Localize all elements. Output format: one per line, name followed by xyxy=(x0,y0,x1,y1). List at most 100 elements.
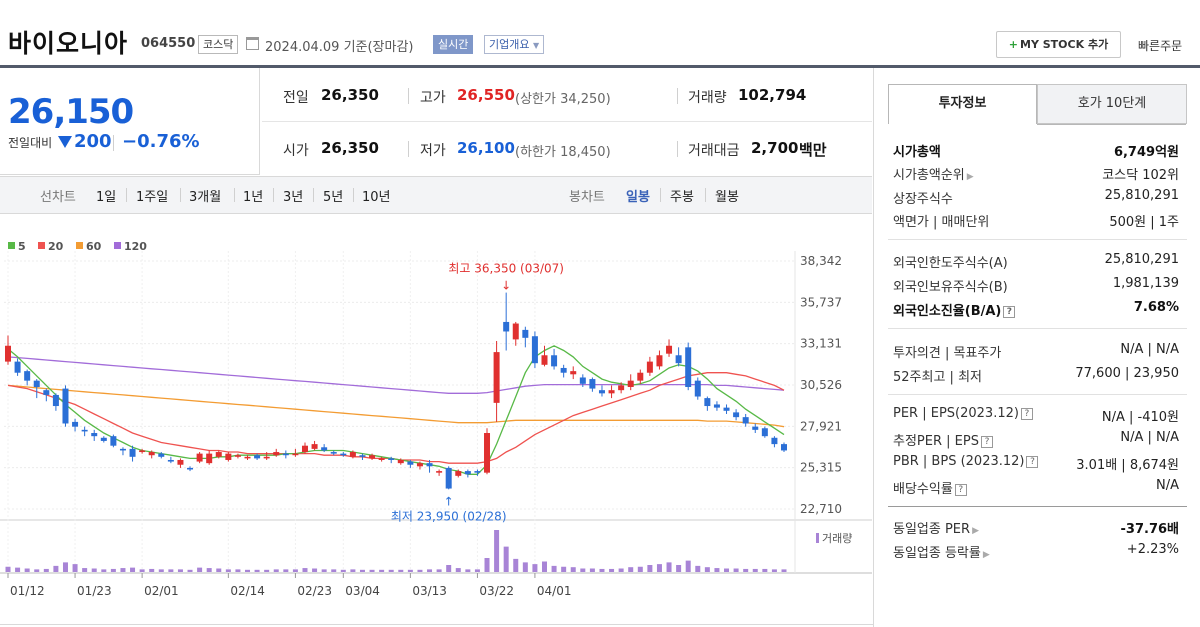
row-label-par: 액면가 | 매매단위 xyxy=(893,215,990,230)
volume-bar xyxy=(446,565,452,572)
ma-line-5 xyxy=(7,345,785,475)
row-sector-change[interactable]: 동일업종 등락률 ▶ xyxy=(893,542,990,561)
candle xyxy=(282,453,289,456)
volume-bar xyxy=(331,569,337,572)
row-label-opinion: 투자의견 | 목표주가 xyxy=(893,346,1002,361)
candle xyxy=(139,450,146,453)
volume-bar xyxy=(388,569,394,572)
volume-bar xyxy=(647,565,653,572)
volume-bar xyxy=(168,569,174,572)
help-icon[interactable]: ? xyxy=(1020,408,1033,420)
help-icon[interactable]: ? xyxy=(954,484,967,496)
tab-candle-weekly[interactable]: 주봉 xyxy=(670,190,694,205)
candle xyxy=(196,453,203,462)
volume-bar xyxy=(407,569,413,572)
volume-bar xyxy=(235,569,241,572)
chart-grid xyxy=(0,251,872,578)
candle xyxy=(512,323,519,340)
help-icon[interactable]: ? xyxy=(1003,306,1016,318)
tab-period-10y[interactable]: 10년 xyxy=(362,190,391,205)
corp-info-dropdown[interactable]: 기업개요 ▼ xyxy=(484,35,545,54)
candle xyxy=(742,417,749,424)
volume-bar xyxy=(91,568,97,572)
volume-bar xyxy=(283,569,289,572)
tab-candle-monthly[interactable]: 월봉 xyxy=(715,190,739,205)
volume-bar xyxy=(570,567,576,572)
help-icon[interactable]: ? xyxy=(1026,456,1039,468)
candle xyxy=(608,390,615,394)
volume-bar xyxy=(522,562,528,572)
y-tick-label: 38,342 xyxy=(800,254,842,268)
row-value-par: 500원 | 1주 xyxy=(1109,215,1179,230)
row-sector-per[interactable]: 동일업종 PER ▶ xyxy=(893,518,979,537)
quick-order-button[interactable]: 빠른주문 xyxy=(1138,37,1182,54)
caret-down-icon: ▼ xyxy=(532,41,540,50)
volume-bar xyxy=(465,569,471,572)
tab-period-1y[interactable]: 1년 xyxy=(243,190,264,205)
volume-bar xyxy=(120,568,126,572)
change-percent: −0.76% xyxy=(122,131,200,152)
tab-invest-info[interactable]: 투자정보 xyxy=(888,84,1037,124)
legend-label: 60 xyxy=(86,240,102,253)
candle xyxy=(119,448,126,451)
volume-bar xyxy=(781,569,787,572)
candle xyxy=(359,455,366,457)
mystock-label: MY STOCK 추가 xyxy=(1020,38,1109,51)
candle xyxy=(484,433,491,473)
help-icon[interactable]: ? xyxy=(980,436,993,448)
candle xyxy=(694,380,701,397)
volume-bar xyxy=(685,560,691,572)
volume-bar xyxy=(273,569,279,572)
arrow-right-icon: ▶ xyxy=(982,550,990,560)
volume-bar xyxy=(245,569,251,572)
candle xyxy=(263,456,270,459)
ma-line-60 xyxy=(7,384,785,428)
low-label: 저가 xyxy=(420,143,446,159)
row-value-shares: 25,810,291 xyxy=(1104,188,1179,203)
volume-bar xyxy=(551,565,557,572)
row-est-per: 추정PER | EPS? xyxy=(893,430,993,449)
x-tick-label: 01/12 xyxy=(10,584,45,598)
divider xyxy=(353,188,354,202)
volume-bar xyxy=(312,568,318,572)
candle xyxy=(43,390,50,395)
volume-bar xyxy=(340,569,346,572)
tab-period-3y[interactable]: 3년 xyxy=(283,190,304,205)
tab-period-1w[interactable]: 1주일 xyxy=(136,190,169,205)
volume-bar xyxy=(82,568,88,572)
candle xyxy=(445,467,452,489)
volume-bar xyxy=(417,569,423,572)
volume-bar xyxy=(206,568,212,572)
candle xyxy=(733,412,740,418)
volume-bar xyxy=(369,569,375,572)
tab-period-1d[interactable]: 1일 xyxy=(96,190,117,205)
candles xyxy=(5,292,787,490)
x-tick-label: 02/01 xyxy=(144,584,179,598)
realtime-button[interactable]: 실시간 xyxy=(433,35,474,54)
row-mktcap-rank[interactable]: 시가총액순위 ▶ xyxy=(893,164,974,183)
prev-label: 전일 xyxy=(283,90,309,106)
mystock-add-button[interactable]: + MY STOCK 추가 xyxy=(996,31,1121,58)
tab-candle-daily[interactable]: 일봉 xyxy=(626,190,650,205)
candle xyxy=(455,471,462,476)
legend-swatch xyxy=(114,242,121,249)
chart-bottom-border xyxy=(0,624,873,625)
volume-bar xyxy=(743,568,749,572)
candle xyxy=(129,448,136,457)
row-label-est-per: 추정PER | EPS xyxy=(893,434,979,449)
row-label-dividend: 배당수익률 xyxy=(893,482,953,497)
row-per: PER | EPS(2023.12)? xyxy=(893,406,1033,421)
volume-bar xyxy=(5,566,11,572)
candle xyxy=(464,471,471,475)
volume-bar xyxy=(561,566,567,572)
tab-period-3m[interactable]: 3개월 xyxy=(189,190,222,205)
change-label: 전일대비 xyxy=(8,136,53,150)
tab-ask-10[interactable]: 호가 10단계 xyxy=(1037,84,1187,124)
volume-bar xyxy=(53,565,59,572)
candle xyxy=(589,379,596,389)
x-tick-label: 04/01 xyxy=(537,584,572,598)
price-chart[interactable]: 5 20 60 120 38,342 35,737 33,131 30,526 27,921 2… xyxy=(0,215,872,627)
candle xyxy=(234,455,241,457)
tab-period-5y[interactable]: 5년 xyxy=(323,190,344,205)
y-tick-label: 25,315 xyxy=(800,461,842,475)
